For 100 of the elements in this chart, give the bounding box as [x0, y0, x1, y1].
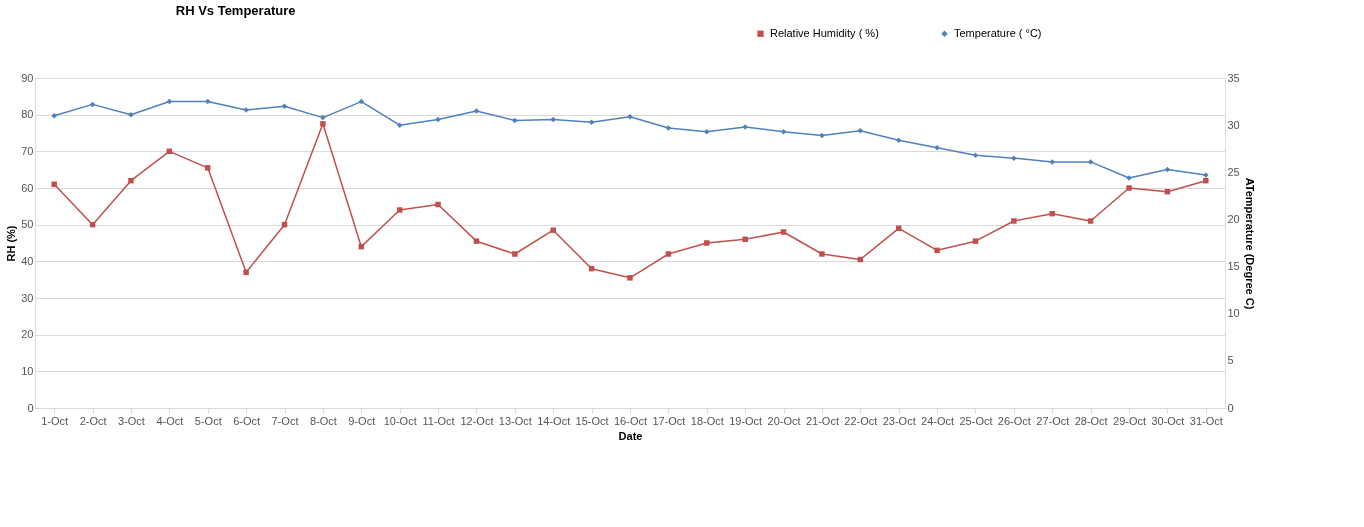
x-tick-label: 10-Oct — [383, 414, 417, 427]
point — [819, 251, 825, 257]
y2-tick-label: 15 — [1227, 260, 1240, 273]
x-tick-label: 29-Oct — [1113, 414, 1147, 427]
point — [780, 129, 787, 135]
x-tick-label: 2-Oct — [79, 414, 107, 427]
y-tick-label: 20 — [21, 328, 34, 341]
x-tick-label: 15-Oct — [575, 414, 609, 427]
point — [243, 269, 249, 276]
x-tick-label: 31-Oct — [1189, 414, 1223, 427]
x-tick-label: 13-Oct — [498, 414, 532, 427]
x-tick-label: 9-Oct — [348, 414, 376, 427]
legend-label: Temperature ( °C) — [954, 26, 1042, 39]
point — [358, 98, 365, 105]
x-tick-label: 19-Oct — [729, 414, 763, 427]
y2-tick-label: 25 — [1227, 165, 1240, 178]
point — [1087, 218, 1094, 224]
point — [665, 251, 672, 257]
point — [780, 229, 787, 235]
point — [128, 177, 134, 184]
point — [1011, 155, 1017, 161]
point — [205, 98, 211, 105]
point — [435, 116, 441, 123]
y-tick-label: 10 — [21, 364, 34, 377]
point — [1203, 172, 1209, 178]
point — [895, 137, 902, 143]
point — [934, 247, 940, 254]
x-tick-label: 18-Oct — [690, 414, 724, 427]
y2-tick-label: 10 — [1227, 307, 1240, 320]
point — [473, 108, 480, 114]
y-tick-label: 90 — [21, 71, 34, 84]
x-tick-label: 8-Oct — [309, 414, 337, 427]
x-axis-title: Date — [618, 429, 643, 442]
point — [1049, 159, 1055, 165]
point — [320, 114, 326, 121]
y-tick-label: 0 — [27, 401, 34, 414]
point — [205, 165, 211, 171]
point — [1087, 159, 1094, 165]
point — [1203, 177, 1209, 184]
point — [857, 128, 864, 134]
point — [51, 112, 57, 119]
x-tick-label: 5-Oct — [194, 414, 222, 427]
point — [396, 207, 403, 213]
x-tick-label: 3-Oct — [118, 414, 145, 427]
y2-tick-label: 0 — [1227, 401, 1234, 414]
point — [1126, 185, 1132, 191]
x-tick-label: 1-Oct — [41, 414, 69, 427]
point — [1011, 218, 1017, 224]
legend-label: Relative Humidity ( %) — [770, 26, 879, 39]
point — [742, 236, 748, 243]
y-tick-label: 30 — [21, 291, 34, 304]
y-tick-label: 80 — [21, 108, 34, 121]
y2-tick-label: 35 — [1227, 71, 1240, 84]
chart-title: RH Vs Temperature — [175, 3, 296, 18]
point — [627, 275, 633, 281]
x-tick-label: 27-Oct — [1036, 414, 1070, 427]
x-tick-label: 22-Oct — [844, 414, 878, 427]
y-tick-label: 40 — [21, 254, 34, 267]
y-tick-label: 60 — [21, 181, 34, 194]
point — [396, 122, 403, 128]
y2-tick-label: 20 — [1227, 212, 1240, 225]
x-tick-label: 23-Oct — [882, 414, 916, 427]
point — [704, 129, 710, 135]
point — [588, 119, 595, 126]
x-tick-label: 6-Oct — [233, 414, 261, 427]
point — [819, 132, 825, 139]
point — [972, 238, 979, 244]
x-tick-label: 30-Oct — [1151, 414, 1185, 427]
point — [550, 116, 556, 123]
x-tick-label: 12-Oct — [460, 414, 494, 427]
y2-axis-title: ATemperature (Degree C) — [1243, 177, 1256, 310]
point — [627, 113, 633, 120]
x-tick-label: 21-Oct — [805, 414, 839, 427]
point — [934, 145, 940, 151]
y2-tick-label: 5 — [1227, 354, 1234, 367]
x-tick-label: 14-Oct — [537, 414, 571, 427]
x-tick-label: 16-Oct — [613, 414, 648, 427]
point — [512, 251, 518, 257]
point — [704, 240, 710, 246]
x-tick-label: 4-Oct — [156, 414, 184, 427]
y-tick-label: 70 — [21, 144, 34, 157]
point — [435, 201, 441, 208]
point — [51, 181, 57, 188]
x-tick-label: 17-Oct — [652, 414, 686, 427]
point — [512, 117, 518, 124]
y-axis-title: RH (%) — [5, 225, 18, 262]
y-tick-label: 50 — [21, 218, 34, 231]
x-tick-label: 24-Oct — [921, 414, 955, 427]
y2-tick-label: 30 — [1227, 118, 1240, 131]
x-tick-label: 26-Oct — [997, 414, 1031, 427]
point — [320, 121, 326, 127]
x-tick-label: 7-Oct — [271, 414, 299, 427]
point — [550, 227, 556, 233]
point — [473, 238, 480, 244]
x-tick-label: 28-Oct — [1074, 414, 1108, 427]
x-tick-label: 25-Oct — [959, 414, 993, 427]
x-tick-label: 20-Oct — [767, 414, 801, 427]
point — [128, 112, 134, 118]
point — [665, 125, 672, 131]
x-tick-label: 11-Oct — [422, 414, 455, 427]
